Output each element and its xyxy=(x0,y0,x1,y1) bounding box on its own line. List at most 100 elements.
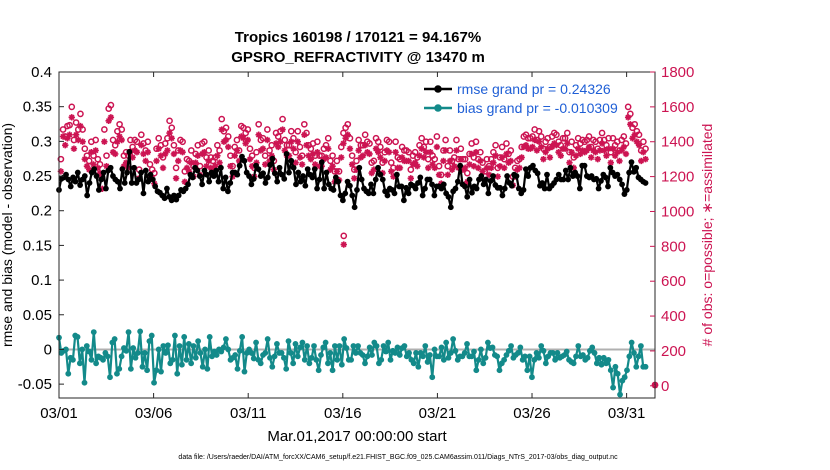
rmse-point xyxy=(297,178,304,185)
obs-assimilated-point xyxy=(83,162,91,170)
obs-possible-point xyxy=(74,126,82,133)
obs-assimilated-point xyxy=(611,152,619,159)
obs-assimilated-point xyxy=(346,145,354,152)
rmse-point xyxy=(267,162,274,168)
bias-point xyxy=(366,344,373,351)
obs-assimilated-point xyxy=(533,147,541,154)
obs-assimilated-point xyxy=(442,147,449,154)
rmse-point xyxy=(248,181,255,188)
obs-assimilated-point xyxy=(116,133,123,140)
rmse-point xyxy=(295,169,302,176)
obs-assimilated-point xyxy=(81,155,88,163)
rmse-point xyxy=(464,193,471,200)
rmse-point xyxy=(342,190,349,197)
bias-point xyxy=(563,348,570,355)
obs-possible-point xyxy=(179,138,186,146)
obs-possible-point xyxy=(187,147,195,154)
x-tick-label: 03/16 xyxy=(324,405,362,422)
rmse-point xyxy=(642,180,649,186)
obs-possible-point xyxy=(503,140,510,147)
obs-assimilated-point xyxy=(233,147,241,154)
bias-point xyxy=(271,353,278,360)
bias-point xyxy=(538,343,545,349)
bias-point xyxy=(160,343,167,349)
rmse-point xyxy=(222,174,229,181)
obs-assimilated-point xyxy=(155,145,162,152)
rmse-point xyxy=(419,192,426,199)
bias-point xyxy=(146,338,153,345)
bias-point xyxy=(139,363,146,370)
obs-assimilated-point xyxy=(142,157,149,165)
bias-point xyxy=(151,379,157,386)
obs-assimilated-point xyxy=(129,154,136,161)
bias-point xyxy=(172,332,178,339)
bias-point xyxy=(153,367,160,374)
plot-frame xyxy=(58,71,656,399)
bias-point xyxy=(396,352,403,358)
rmse-point xyxy=(260,170,267,177)
bias-point xyxy=(248,350,255,356)
bias-point xyxy=(431,346,438,353)
rmse-point xyxy=(288,157,295,164)
rmse-point xyxy=(490,173,496,179)
bias-point xyxy=(429,374,436,381)
obs-assimilated-point xyxy=(329,162,336,170)
rmse-point xyxy=(145,178,152,185)
rmse-point xyxy=(121,180,128,186)
obs-possible-point xyxy=(307,145,315,153)
obs-possible-point xyxy=(72,119,80,126)
obs-possible-point xyxy=(133,138,141,146)
bias-point xyxy=(130,345,137,351)
obs-assimilated-point xyxy=(553,142,560,149)
obs-possible-point xyxy=(172,164,180,172)
obs-assimilated-point xyxy=(75,136,82,144)
obs-assimilated-point xyxy=(338,154,345,161)
rmse-point xyxy=(452,185,459,192)
obs-assimilated-point xyxy=(303,142,310,149)
rmse-point xyxy=(598,177,604,184)
obs-assimilated-point xyxy=(201,148,208,156)
bias-point xyxy=(223,336,229,342)
obs-assimilated-point xyxy=(355,147,362,154)
obs-assimilated-point xyxy=(572,152,580,159)
x-axis: 03/01 03/06 03/11 03/16 03/21 03/26 03/31 xyxy=(40,72,645,422)
rmse-point xyxy=(67,183,74,190)
obs-assimilated-point xyxy=(557,152,564,159)
bias-point xyxy=(213,352,220,358)
rmse-point xyxy=(225,188,231,195)
obs-possible-point xyxy=(316,152,323,160)
rmse-point xyxy=(605,183,611,190)
obs-possible-point xyxy=(274,133,282,140)
obs-possible-point xyxy=(348,152,356,160)
bias-point xyxy=(322,339,329,346)
obs-assimilated-point xyxy=(325,145,332,152)
obs-assimilated-point xyxy=(390,173,397,180)
rmse-point xyxy=(149,176,156,183)
obs-possible-point xyxy=(300,120,308,128)
obs-possible-point xyxy=(324,134,332,142)
bias-point xyxy=(239,334,246,340)
bias-point xyxy=(605,356,612,363)
bias-point xyxy=(79,346,86,353)
rmse-point xyxy=(581,162,588,169)
bias-point xyxy=(285,338,292,345)
obs-assimilated-point xyxy=(188,159,195,166)
bias-point xyxy=(236,347,243,354)
obs-assimilated-point xyxy=(203,162,210,170)
obs-possible-point xyxy=(624,103,632,111)
obs-possible-point xyxy=(96,161,104,168)
obs-possible-point xyxy=(585,133,593,140)
obs-assimilated-point xyxy=(85,166,93,173)
bias-point xyxy=(420,353,426,360)
rmse-point xyxy=(318,159,325,166)
obs-possible-point xyxy=(370,157,378,165)
obs-possible-point xyxy=(266,147,273,154)
obs-possible-point xyxy=(294,127,302,135)
obs-possible-point xyxy=(214,141,221,149)
obs-possible-point xyxy=(216,147,223,154)
bias-point xyxy=(86,348,93,355)
bias-point xyxy=(234,365,241,372)
bias-point xyxy=(573,353,579,360)
bias-point xyxy=(123,347,130,354)
obs-possible-point xyxy=(553,131,560,139)
